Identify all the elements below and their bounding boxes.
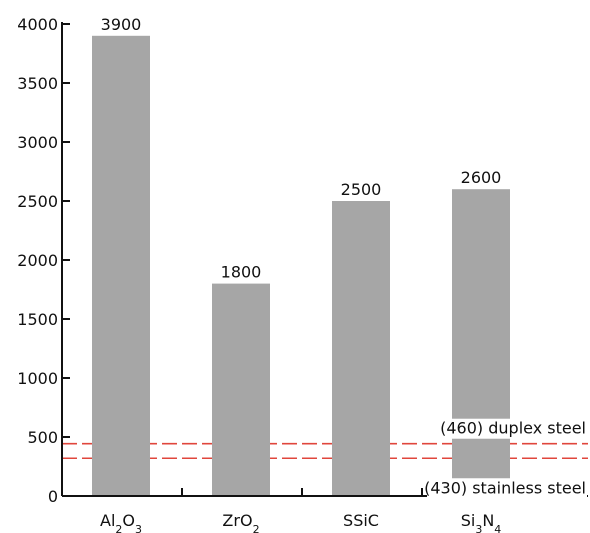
y-tick-label: 3000	[17, 133, 58, 152]
data-label: 2500	[341, 180, 382, 199]
y-tick-label: 500	[27, 428, 58, 447]
bar	[452, 189, 510, 496]
reference-label: (460) duplex steel	[440, 419, 586, 438]
y-tick-label: 3500	[17, 74, 58, 93]
bar	[332, 201, 390, 496]
category-label: Al2O3	[100, 511, 142, 533]
data-label: 2600	[461, 168, 502, 187]
y-tick-label: 1500	[17, 310, 58, 329]
data-label: 1800	[221, 263, 262, 282]
y-tick-label: 2500	[17, 192, 58, 211]
category-label: SSiC	[343, 511, 379, 530]
reference-label-backing	[427, 418, 587, 439]
bars	[92, 35, 510, 497]
bar	[212, 283, 270, 496]
reference-label-backing	[427, 478, 587, 499]
data-label: 3900	[101, 15, 142, 34]
category-label: ZrO2	[222, 511, 259, 533]
category-label: Si3N4	[461, 511, 502, 533]
y-tick-label: 1000	[17, 369, 58, 388]
labels: 0 500 1000 1500 2000 2500 3000 3500 4000 3900 Al2O…	[17, 15, 587, 533]
bar	[92, 35, 150, 497]
y-tick-label: 2000	[17, 251, 58, 270]
y-tick-label: 4000	[17, 15, 58, 34]
y-tick-label: 0	[48, 487, 58, 506]
reference-label: (430) stainless steel	[424, 478, 586, 497]
